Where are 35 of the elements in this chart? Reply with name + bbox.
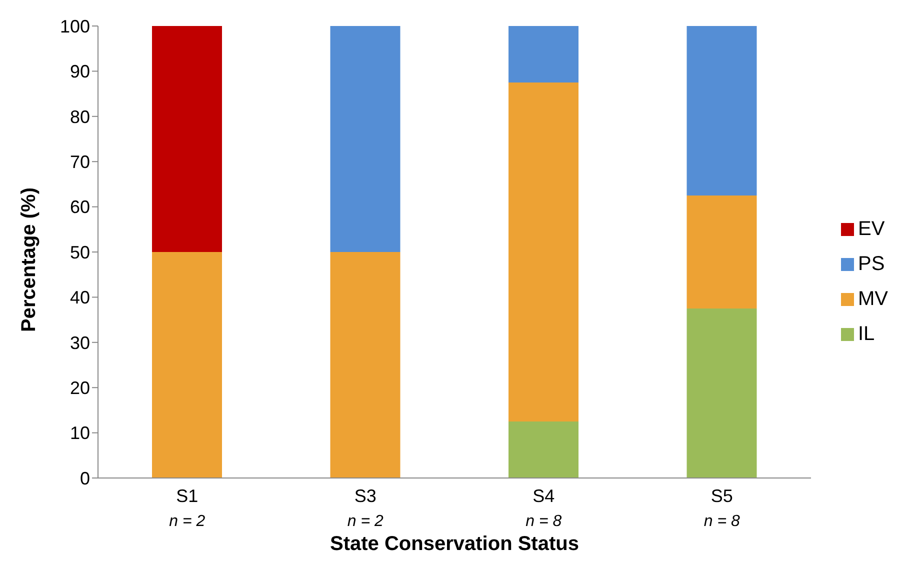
y-tick-label: 20 bbox=[70, 378, 90, 398]
x-tick-label: S3 bbox=[354, 486, 376, 506]
x-tick-label: S1 bbox=[176, 486, 198, 506]
y-tick-label: 70 bbox=[70, 152, 90, 172]
y-axis-title: Percentage (%) bbox=[18, 188, 40, 332]
y-tick-label: 100 bbox=[60, 16, 90, 36]
text: n = 2 bbox=[347, 513, 384, 530]
y-tick-label: 60 bbox=[70, 197, 90, 218]
legend-label: IL bbox=[858, 323, 875, 346]
bar bbox=[686, 196, 757, 308]
y-tick-label: 50 bbox=[70, 242, 90, 262]
legend-label: PS bbox=[858, 253, 885, 276]
y-tick-label: 0 bbox=[80, 468, 90, 488]
bar bbox=[686, 26, 757, 196]
bar bbox=[152, 252, 222, 478]
y-tick-label: 90 bbox=[70, 62, 90, 82]
x-axis-title: State Conservation Status bbox=[330, 533, 579, 555]
y-tick-label: 40 bbox=[70, 288, 90, 308]
legend-label: EV bbox=[858, 218, 885, 241]
text: n = 8 bbox=[704, 513, 740, 530]
text: n = 2 bbox=[169, 513, 206, 530]
y-tick-label: 10 bbox=[70, 423, 90, 444]
y-tick-label: 80 bbox=[70, 106, 90, 127]
y-tick-label: 30 bbox=[70, 332, 90, 353]
legend-label: MV bbox=[858, 288, 888, 311]
bar bbox=[330, 26, 400, 252]
bar bbox=[508, 422, 578, 478]
bar bbox=[330, 252, 400, 478]
bar bbox=[686, 308, 757, 478]
text: n = 8 bbox=[526, 513, 562, 530]
bar bbox=[152, 26, 222, 252]
bar bbox=[508, 82, 578, 422]
x-tick-label: S4 bbox=[532, 486, 555, 506]
x-tick-label: S5 bbox=[710, 486, 733, 506]
bar bbox=[508, 26, 578, 82]
